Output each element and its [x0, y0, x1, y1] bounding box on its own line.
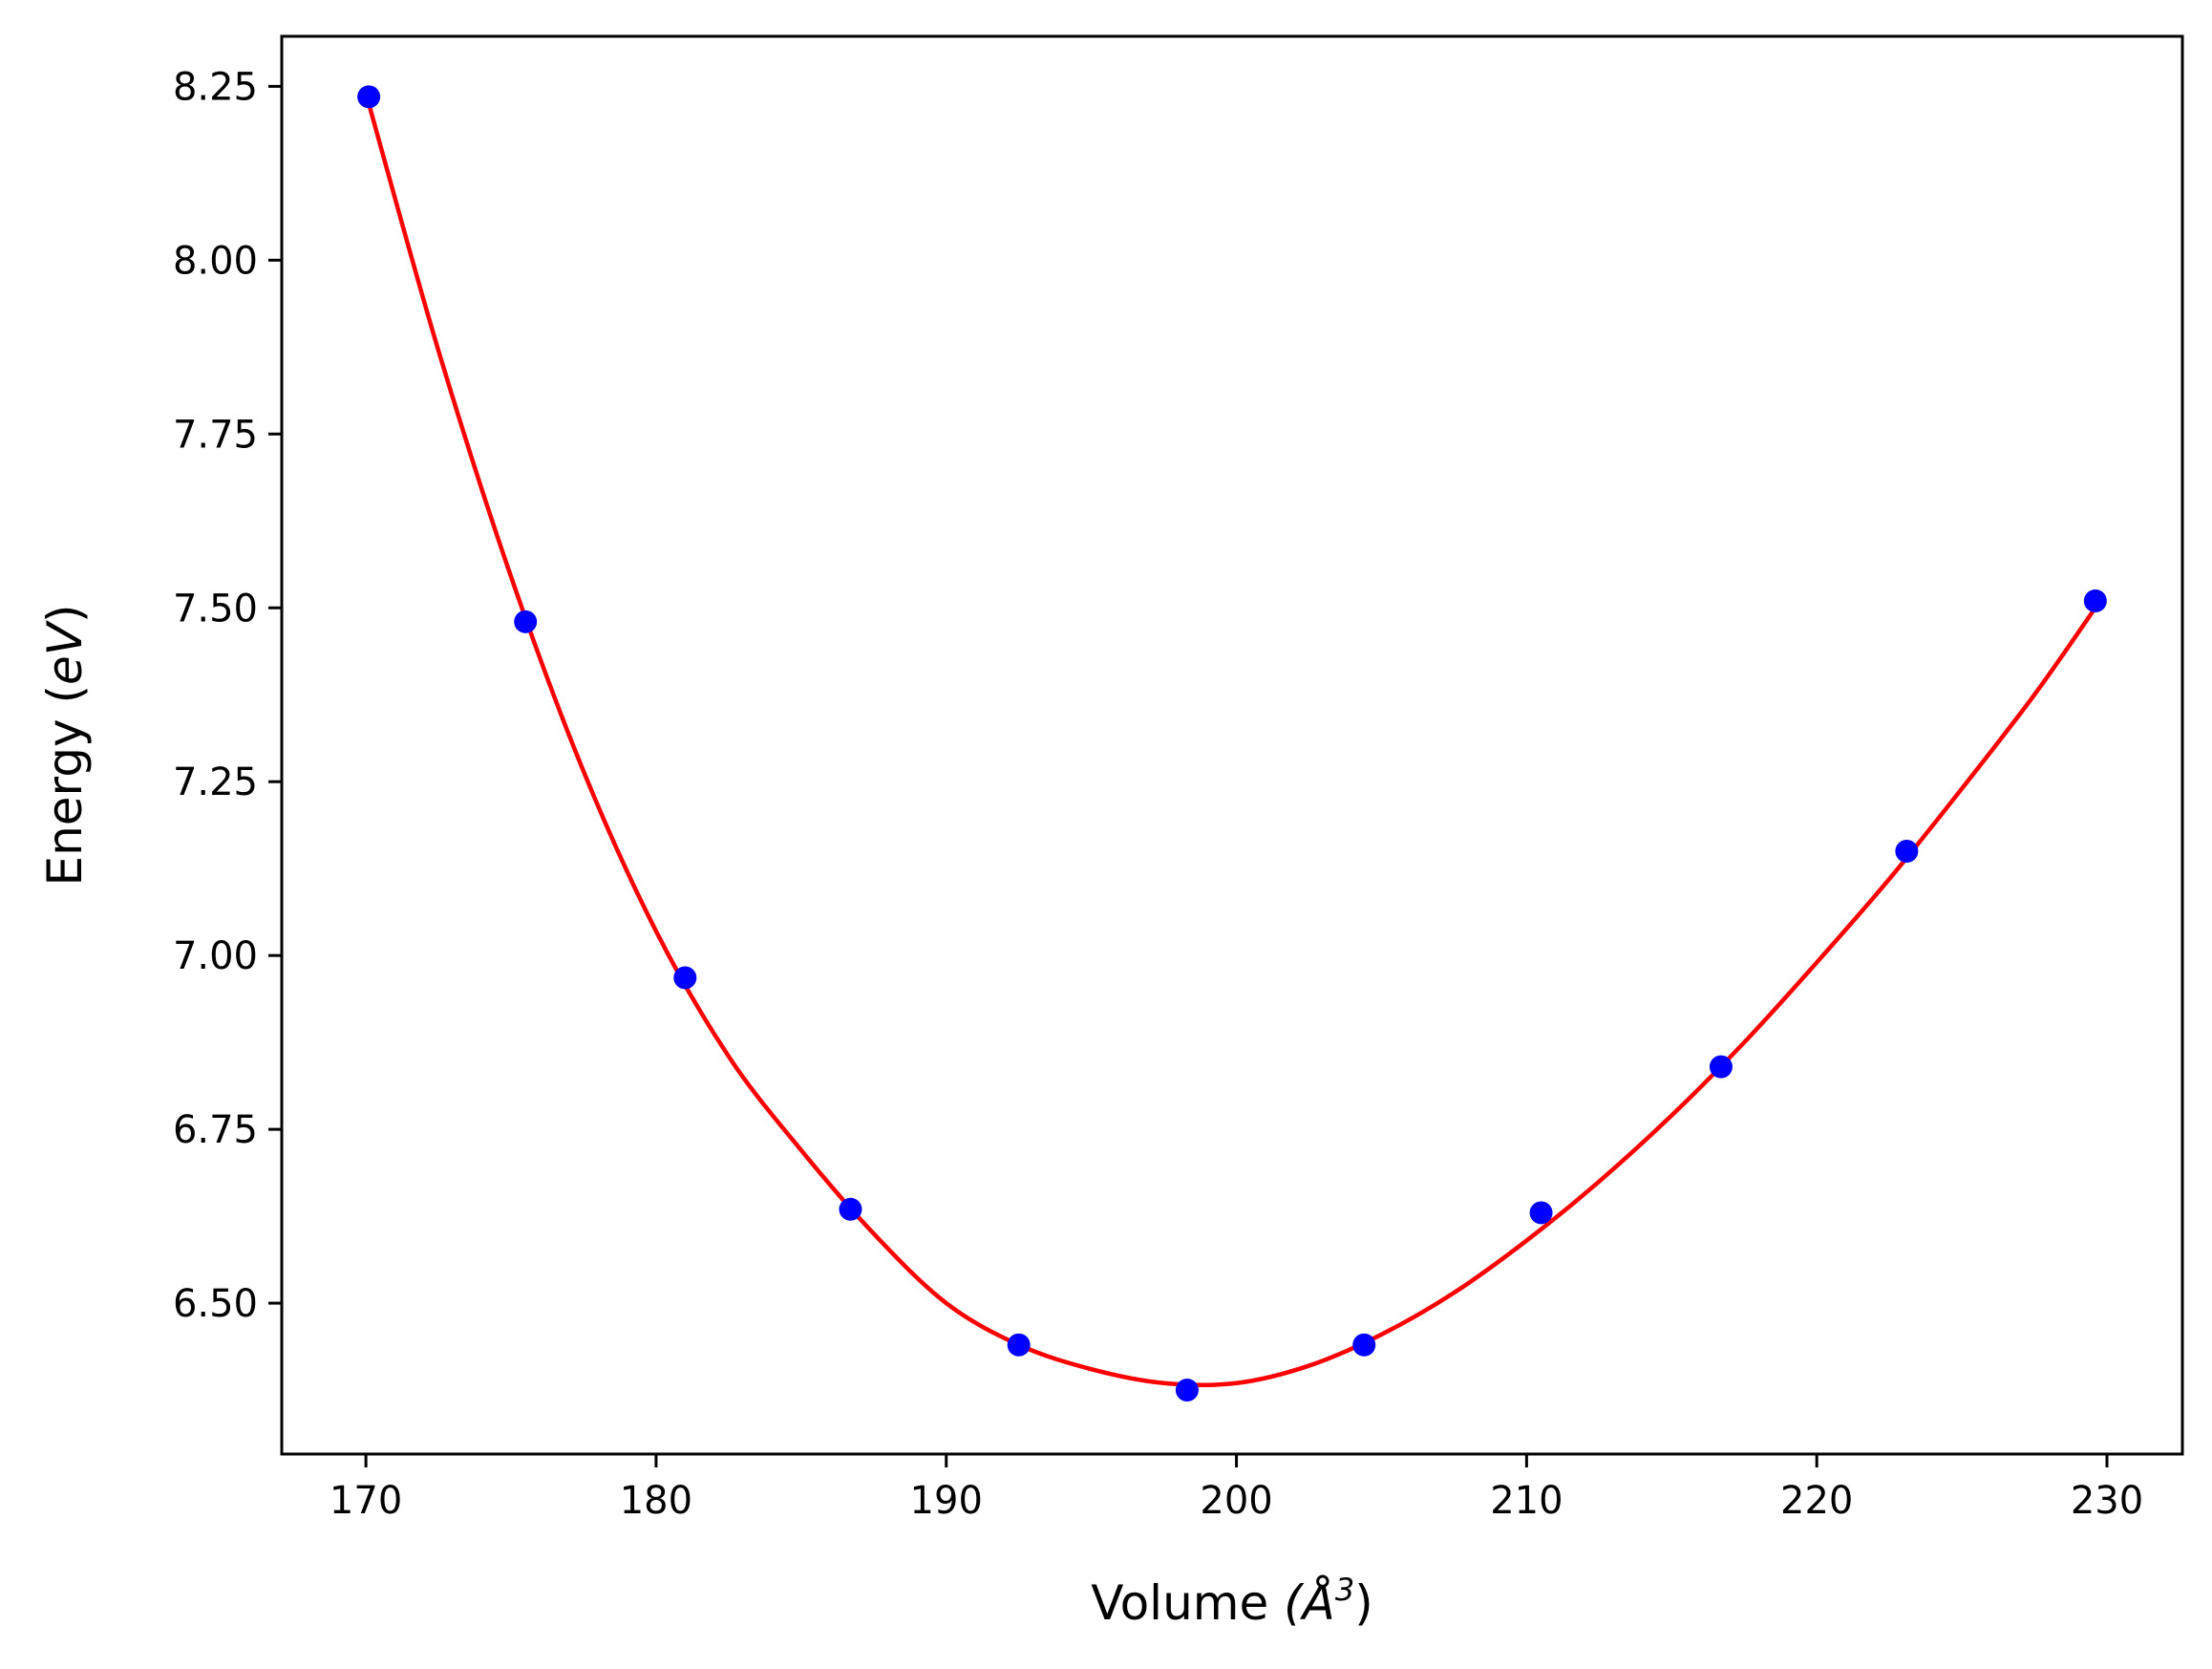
data-point: [673, 966, 697, 990]
data-point: [2083, 588, 2107, 612]
x-tick-label: 170: [330, 1479, 402, 1523]
y-tick-label: 8.00: [173, 239, 258, 283]
data-point: [1175, 1379, 1199, 1402]
y-tick-label: 6.50: [173, 1282, 258, 1326]
data-point: [1709, 1055, 1733, 1079]
y-tick-label: 6.75: [173, 1108, 258, 1152]
y-axis-label: Energy (eV): [37, 605, 93, 887]
x-tick-label: 230: [2071, 1479, 2143, 1523]
x-tick-label: 220: [1780, 1479, 1853, 1523]
x-axis-ticks: 170 180 190 200 210 220 230: [330, 1454, 2143, 1523]
x-tick-label: 180: [620, 1479, 692, 1523]
plot-area: [280, 34, 2184, 1456]
y-axis-ticks: 6.50 6.75 7.00 7.25 7.50 7.75 8.00 8.25: [173, 65, 282, 1326]
data-points-layer: [357, 85, 2107, 1402]
x-axis-label: Volume (Å3): [1091, 1572, 1372, 1631]
y-tick-label: 7.75: [173, 413, 258, 457]
data-point: [1352, 1333, 1376, 1357]
x-tick-label: 210: [1490, 1479, 1563, 1523]
fit-curve-layer: [366, 102, 2097, 1388]
data-point: [1007, 1333, 1031, 1357]
y-tick-label: 7.50: [173, 587, 258, 631]
data-point: [514, 610, 538, 633]
data-point: [839, 1197, 862, 1221]
y-tick-label: 8.25: [173, 65, 258, 109]
x-tick-label: 200: [1200, 1479, 1272, 1523]
fit-curve-line: [366, 102, 2097, 1388]
data-point: [1895, 839, 1919, 863]
data-point: [357, 85, 381, 109]
y-tick-label: 7.00: [173, 934, 258, 978]
data-point: [1529, 1201, 1553, 1225]
y-tick-label: 7.25: [173, 760, 258, 804]
x-tick-label: 190: [910, 1479, 983, 1523]
